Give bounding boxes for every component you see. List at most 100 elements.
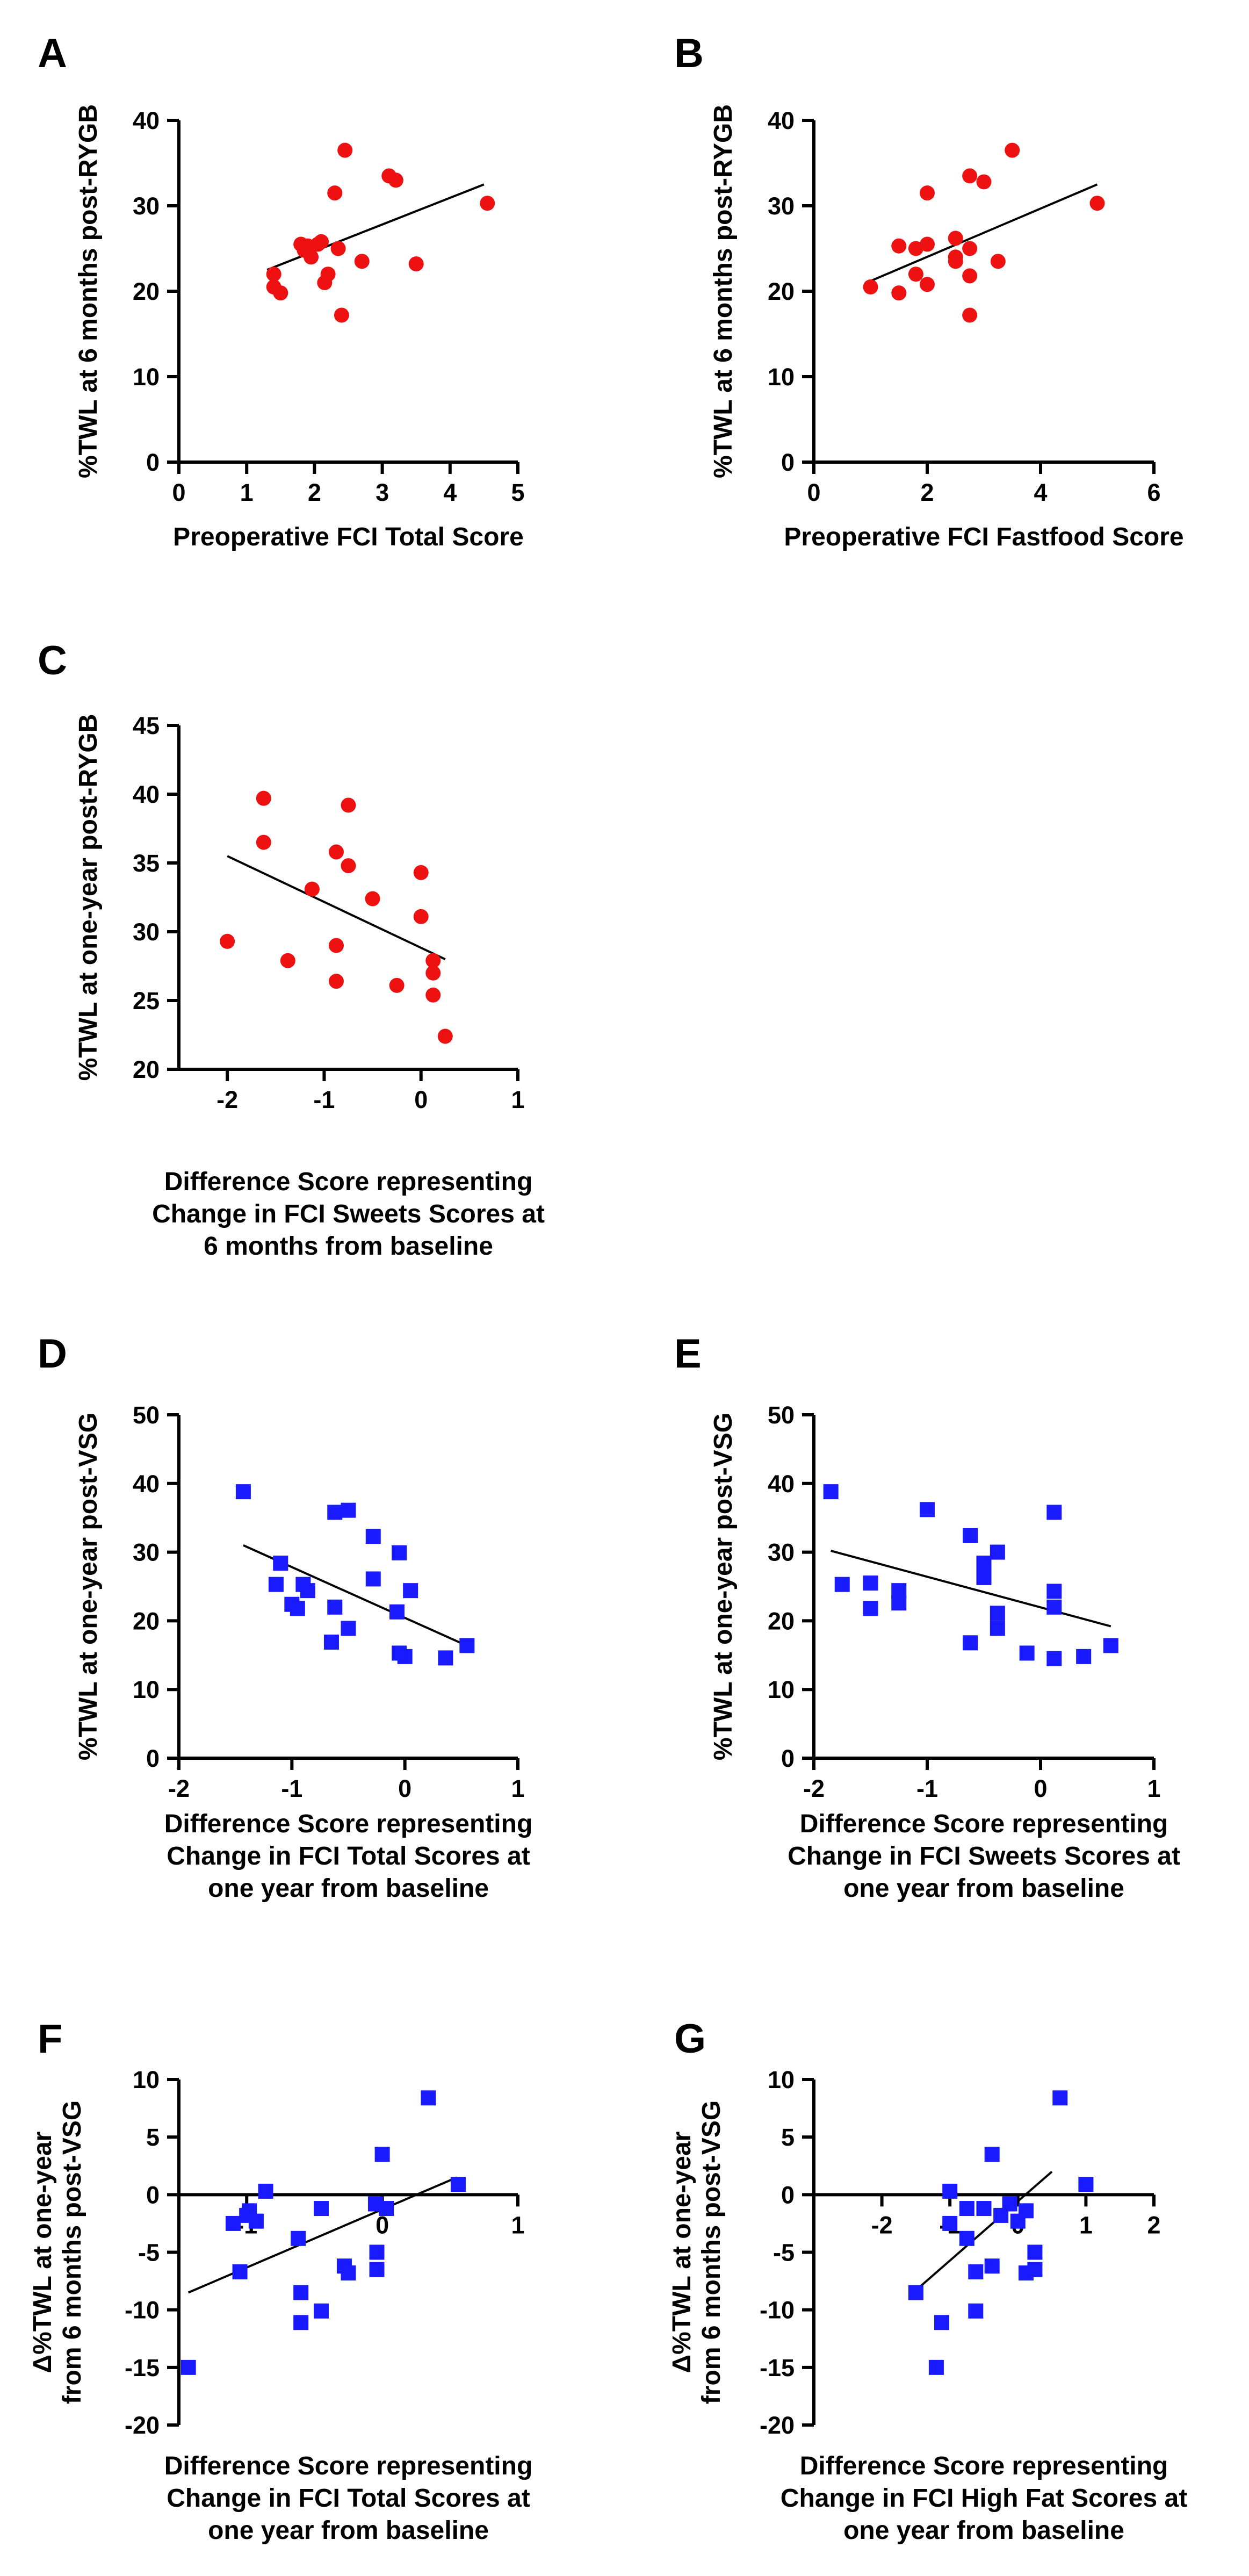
- x-tick-label: 2: [308, 479, 321, 506]
- y-tick-label: -15: [760, 2354, 795, 2381]
- y-tick-label: -5: [138, 2239, 160, 2266]
- data-point: [823, 1484, 839, 1500]
- regression-line: [227, 855, 446, 961]
- data-point: [968, 2303, 984, 2319]
- y-tick-label: 40: [133, 1470, 160, 1498]
- y-tick-label: 40: [768, 107, 795, 134]
- panel-letter: E: [674, 1331, 702, 1377]
- data-point: [225, 2215, 241, 2231]
- x-tick-label: -2: [168, 1775, 190, 1802]
- x-tick-label: -1: [916, 1775, 938, 1802]
- y-tick-label: 0: [146, 2181, 160, 2208]
- x-axis-label: Change in FCI High Fat Scores at: [781, 2484, 1187, 2513]
- data-point: [300, 1583, 315, 1599]
- data-point: [328, 938, 344, 953]
- x-axis-label: one year from baseline: [843, 1874, 1124, 1903]
- x-axis-label: Preoperative FCI Total Score: [173, 523, 524, 551]
- data-point: [392, 1545, 407, 1560]
- regression-line: [870, 183, 1098, 282]
- y-tick-label: -10: [760, 2297, 795, 2324]
- y-axis-label: %TWL at one-year post-RYGB: [74, 714, 103, 1081]
- x-axis-label: 6 months from baseline: [204, 1232, 493, 1261]
- data-point: [374, 2147, 390, 2162]
- data-point: [1076, 1649, 1092, 1664]
- data-point: [963, 1528, 978, 1543]
- data-point: [334, 307, 349, 323]
- x-axis-label: Change in FCI Total Scores at: [167, 1842, 530, 1870]
- y-axis-label: Δ%TWL at one-year: [668, 2132, 696, 2373]
- data-point: [337, 142, 353, 158]
- y-tick-label: 30: [768, 1539, 795, 1566]
- y-tick-label: 10: [768, 1676, 795, 1703]
- data-point: [248, 2213, 264, 2229]
- regression-line: [266, 183, 485, 271]
- data-point: [365, 1529, 381, 1544]
- x-axis-label: Difference Score representing: [800, 2452, 1168, 2480]
- data-point: [1002, 2196, 1017, 2212]
- data-point: [1046, 1584, 1062, 1599]
- x-tick-label: 2: [1147, 2211, 1160, 2239]
- y-tick-label: 20: [133, 1056, 160, 1083]
- data-point: [280, 953, 295, 968]
- data-point: [220, 933, 235, 949]
- data-point: [962, 307, 978, 323]
- data-point: [320, 267, 336, 282]
- panel-e: E 0 10 20 30 40 50 -2 -1 0 1 %TWL at one-year post-…: [674, 1331, 1180, 1903]
- data-point: [273, 285, 288, 301]
- data-point: [976, 2201, 992, 2217]
- data-point: [327, 1505, 343, 1520]
- y-tick-label: 10: [768, 2066, 795, 2093]
- y-tick-label: 5: [781, 2124, 795, 2151]
- data-point: [425, 953, 441, 968]
- data-point: [863, 1601, 878, 1616]
- data-point: [920, 277, 935, 292]
- data-point: [959, 2230, 974, 2246]
- x-tick-label: 1: [511, 2211, 524, 2239]
- data-point: [408, 256, 424, 272]
- y-tick-label: 0: [781, 2181, 795, 2208]
- x-tick-label: 2: [920, 479, 934, 506]
- data-point: [920, 185, 935, 201]
- panel-a: A 0 10 20 30 40 0 1 2 3 4 5 %TWL at 6 months post-RY…: [38, 31, 525, 551]
- y-axis-label: %TWL at 6 months post-RYGB: [709, 104, 738, 478]
- y-tick-label: 35: [133, 850, 160, 877]
- panel-letter: D: [38, 1331, 67, 1377]
- y-tick-label: 30: [133, 918, 160, 946]
- data-point: [1005, 142, 1020, 158]
- data-point: [863, 1575, 878, 1591]
- y-axis-label: from 6 months post-VSG: [58, 2100, 86, 2404]
- panel-letter: B: [674, 31, 704, 76]
- y-tick-label: 20: [133, 278, 160, 305]
- x-tick-label: 1: [511, 1086, 524, 1113]
- data-point: [908, 267, 923, 282]
- data-point: [920, 236, 935, 252]
- data-point: [421, 2090, 436, 2106]
- data-point: [976, 174, 992, 190]
- y-tick-label: 0: [781, 449, 795, 476]
- data-point: [327, 185, 343, 201]
- data-point: [1046, 1651, 1062, 1666]
- x-tick-label: 4: [1034, 479, 1047, 506]
- data-point: [266, 267, 281, 282]
- panel-letter: A: [38, 31, 67, 76]
- data-point: [388, 172, 403, 188]
- data-point: [928, 2359, 944, 2375]
- y-tick-label: 25: [133, 987, 160, 1014]
- x-tick-label: 5: [511, 479, 524, 506]
- data-point: [293, 2285, 309, 2300]
- panel-b: B 0 10 20 30 40 0 2 4 6 %TWL at 6 months post-RYGB…: [674, 31, 1184, 551]
- data-point: [962, 168, 978, 184]
- y-tick-label: 0: [781, 1745, 795, 1772]
- data-point: [181, 2359, 196, 2375]
- data-point: [1046, 1505, 1062, 1520]
- data-point: [314, 2201, 329, 2217]
- x-axis-label: Change in FCI Total Scores at: [167, 2484, 530, 2513]
- y-axis-label: Δ%TWL at one-year: [28, 2132, 57, 2373]
- y-tick-label: 20: [768, 1607, 795, 1635]
- y-tick-label: 50: [768, 1401, 795, 1429]
- x-axis-label: Change in FCI Sweets Scores at: [788, 1842, 1180, 1870]
- data-point: [1103, 1638, 1118, 1653]
- data-point: [328, 974, 344, 989]
- x-axis-label: Difference Score representing: [164, 1810, 533, 1838]
